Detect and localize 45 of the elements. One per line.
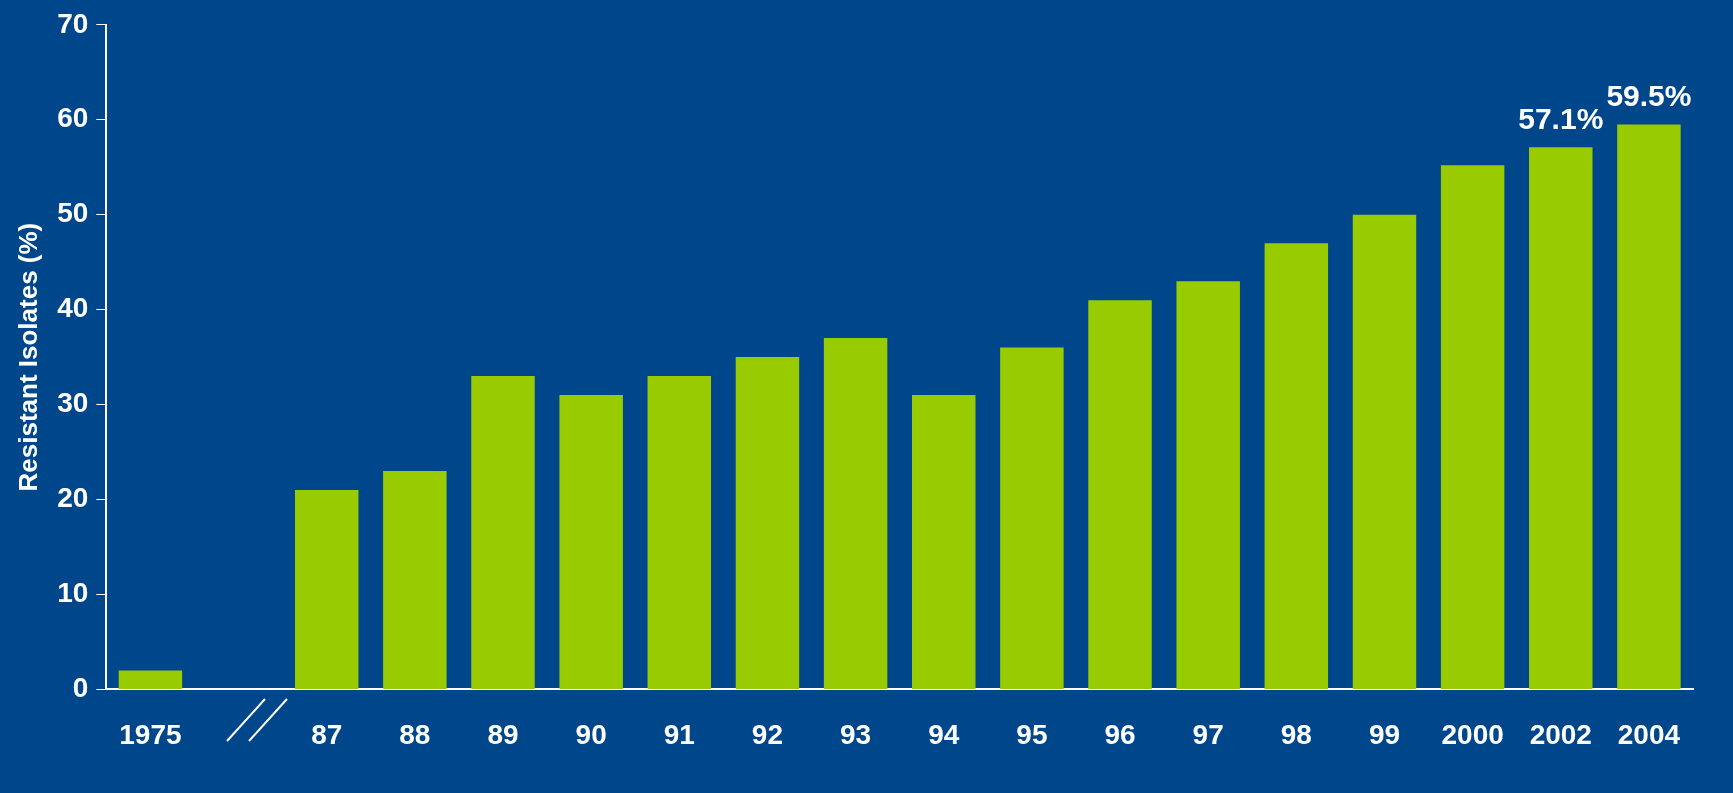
bar (118, 670, 183, 689)
x-tick-label: 94 (928, 718, 960, 750)
x-tick-label: 2000 (1441, 718, 1504, 750)
x-tick-label: 87 (311, 718, 343, 750)
y-tick-label: 20 (57, 482, 89, 514)
bar (294, 490, 359, 689)
y-axis-title: Resistant Isolates (%) (12, 222, 43, 492)
x-tick-label: 95 (1016, 718, 1048, 750)
bar (912, 395, 976, 689)
x-tick-label: 2002 (1529, 718, 1592, 750)
bar (1352, 214, 1417, 689)
y-tick-label: 70 (57, 7, 89, 39)
bar (1176, 281, 1240, 689)
x-tick-label: 1975 (119, 718, 182, 750)
x-tick-label: 98 (1280, 718, 1312, 750)
x-tick-label: 88 (399, 718, 431, 750)
bar (1264, 243, 1329, 689)
x-tick-label: 93 (840, 718, 872, 750)
x-tick-label: 89 (487, 718, 519, 750)
x-tick-label: 92 (751, 718, 784, 750)
bar (823, 338, 888, 689)
bar (559, 395, 623, 689)
bar (383, 471, 447, 689)
x-tick-label: 91 (663, 718, 695, 750)
y-tick-label: 10 (57, 577, 89, 609)
x-tick-label: 2004 (1617, 718, 1681, 750)
bar (1529, 147, 1593, 689)
bar (735, 357, 800, 689)
y-tick-label: 30 (57, 387, 89, 419)
y-tick-label: 60 (57, 102, 89, 134)
y-tick-label: 40 (57, 292, 89, 324)
x-tick-label: 90 (575, 718, 607, 750)
y-tick-label: 0 (72, 672, 89, 704)
data-label: 59.5% (1606, 78, 1692, 112)
x-tick-label: 96 (1104, 718, 1136, 750)
x-tick-label: 97 (1192, 718, 1224, 750)
bar (471, 376, 535, 689)
bar (1617, 124, 1681, 689)
bar (1088, 300, 1152, 689)
data-label: 57.1% (1518, 101, 1604, 135)
bar (1000, 347, 1064, 689)
bar (647, 376, 712, 689)
bar (1440, 165, 1505, 689)
x-tick-label: 99 (1368, 718, 1401, 750)
y-tick-label: 50 (57, 197, 89, 229)
